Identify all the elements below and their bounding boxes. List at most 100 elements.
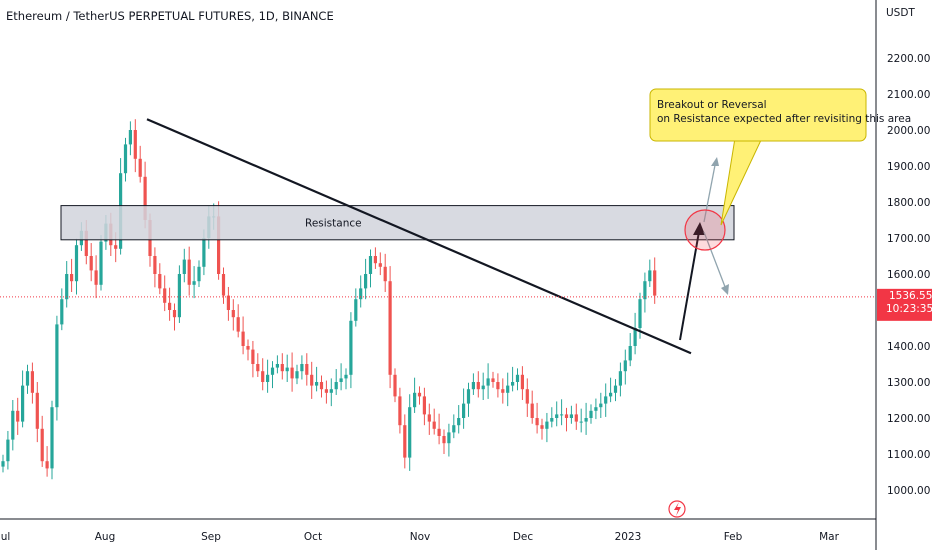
candle-down[interactable] bbox=[393, 374, 397, 397]
candle-down[interactable] bbox=[442, 436, 446, 444]
candle-up[interactable] bbox=[275, 364, 279, 368]
candle-up[interactable] bbox=[359, 288, 363, 300]
candle-up[interactable] bbox=[545, 421, 549, 429]
candle-up[interactable] bbox=[555, 414, 559, 418]
candle-up[interactable] bbox=[618, 371, 622, 386]
candle-down[interactable] bbox=[89, 256, 93, 271]
candle-down[interactable] bbox=[403, 425, 407, 458]
candle-down[interactable] bbox=[501, 389, 505, 393]
candle-down[interactable] bbox=[143, 176, 147, 220]
candle-down[interactable] bbox=[217, 216, 221, 274]
candle-up[interactable] bbox=[334, 382, 338, 390]
projection-arrow-main[interactable] bbox=[679, 225, 701, 341]
candle-up[interactable] bbox=[50, 407, 54, 469]
candle-up[interactable] bbox=[364, 274, 368, 289]
candle-down[interactable] bbox=[226, 295, 230, 310]
candle-down[interactable] bbox=[432, 421, 436, 429]
candle-down[interactable] bbox=[168, 302, 172, 310]
candle-up[interactable] bbox=[638, 299, 642, 328]
candle-down[interactable] bbox=[16, 410, 20, 422]
candle-down[interactable] bbox=[422, 396, 426, 415]
candle-up[interactable] bbox=[128, 130, 132, 145]
candle-up[interactable] bbox=[609, 392, 613, 397]
candle-down[interactable] bbox=[324, 389, 328, 393]
candle-down[interactable] bbox=[574, 414, 578, 422]
candle-up[interactable] bbox=[604, 396, 608, 404]
candle-down[interactable] bbox=[290, 367, 294, 379]
candle-up[interactable] bbox=[413, 392, 417, 408]
candle-up[interactable] bbox=[599, 403, 603, 408]
candle-up[interactable] bbox=[329, 389, 333, 393]
candle-up[interactable] bbox=[74, 245, 79, 282]
candle-up[interactable] bbox=[511, 382, 515, 386]
candle-down[interactable] bbox=[172, 310, 177, 318]
candle-up[interactable] bbox=[192, 281, 196, 285]
candle-up[interactable] bbox=[457, 418, 461, 426]
candle-down[interactable] bbox=[35, 392, 39, 429]
candle-up[interactable] bbox=[633, 328, 637, 346]
time-axis[interactable]: Jul Aug Sep Oct Nov Dec 2023 Feb Mar bbox=[0, 531, 840, 543]
candle-up[interactable] bbox=[550, 418, 554, 422]
candle-down[interactable] bbox=[310, 374, 314, 386]
candle-down[interactable] bbox=[653, 270, 657, 296]
candle-down[interactable] bbox=[261, 371, 265, 382]
candle-up[interactable] bbox=[315, 382, 319, 386]
candle-down[interactable] bbox=[530, 403, 534, 418]
candle-down[interactable] bbox=[305, 364, 309, 375]
candle-up[interactable] bbox=[266, 374, 270, 382]
candle-down[interactable] bbox=[251, 349, 255, 364]
candle-up[interactable] bbox=[354, 299, 358, 321]
candle-down[interactable] bbox=[417, 392, 422, 397]
candle-up[interactable] bbox=[462, 403, 466, 418]
candle-down[interactable] bbox=[280, 364, 284, 372]
candle-up[interactable] bbox=[486, 378, 490, 386]
candle-down[interactable] bbox=[84, 230, 88, 256]
candle-down[interactable] bbox=[241, 331, 245, 346]
candle-down[interactable] bbox=[564, 414, 569, 418]
candle-up[interactable] bbox=[613, 385, 618, 393]
candle-up[interactable] bbox=[6, 439, 10, 462]
candle-up[interactable] bbox=[60, 299, 64, 325]
candle-up[interactable] bbox=[589, 410, 593, 418]
candle-up[interactable] bbox=[182, 259, 186, 274]
candle-up[interactable] bbox=[65, 274, 69, 300]
candle-up[interactable] bbox=[99, 241, 103, 285]
candle-up[interactable] bbox=[628, 346, 632, 361]
candle-up[interactable] bbox=[55, 324, 59, 408]
candle-down[interactable] bbox=[256, 364, 260, 372]
candle-down[interactable] bbox=[236, 317, 240, 332]
candle-up[interactable] bbox=[506, 385, 510, 393]
candle-up[interactable] bbox=[270, 367, 275, 375]
candle-up[interactable] bbox=[515, 374, 520, 382]
candle-up[interactable] bbox=[569, 414, 573, 418]
candle-down[interactable] bbox=[45, 461, 49, 469]
projection-arrow-down[interactable] bbox=[703, 231, 728, 293]
candle-up[interactable] bbox=[25, 371, 30, 386]
candle-up[interactable] bbox=[197, 266, 201, 282]
candle-down[interactable] bbox=[540, 425, 544, 429]
candle-down[interactable] bbox=[398, 396, 402, 426]
candle-down[interactable] bbox=[476, 382, 480, 390]
target-area-circle[interactable] bbox=[684, 209, 726, 251]
candle-down[interactable] bbox=[378, 263, 382, 267]
candle-down[interactable] bbox=[70, 274, 74, 282]
candle-down[interactable] bbox=[30, 371, 34, 393]
candle-up[interactable] bbox=[560, 414, 564, 416]
projection-arrow-up[interactable] bbox=[703, 159, 717, 223]
candle-up[interactable] bbox=[285, 367, 289, 372]
candle-down[interactable] bbox=[383, 266, 387, 282]
candle-down[interactable] bbox=[525, 389, 529, 404]
candle-down[interactable] bbox=[94, 270, 98, 285]
candle-down[interactable] bbox=[158, 274, 162, 289]
candle-up[interactable] bbox=[471, 382, 475, 390]
candle-down[interactable] bbox=[388, 281, 392, 375]
candle-up[interactable] bbox=[594, 407, 598, 411]
candle-up[interactable] bbox=[300, 364, 304, 372]
candle-up[interactable] bbox=[123, 144, 128, 174]
candle-down[interactable] bbox=[246, 346, 250, 350]
candle-down[interactable] bbox=[133, 130, 137, 159]
candle-up[interactable] bbox=[1, 461, 5, 467]
candle-up[interactable] bbox=[177, 274, 181, 318]
candle-down[interactable] bbox=[520, 374, 524, 390]
